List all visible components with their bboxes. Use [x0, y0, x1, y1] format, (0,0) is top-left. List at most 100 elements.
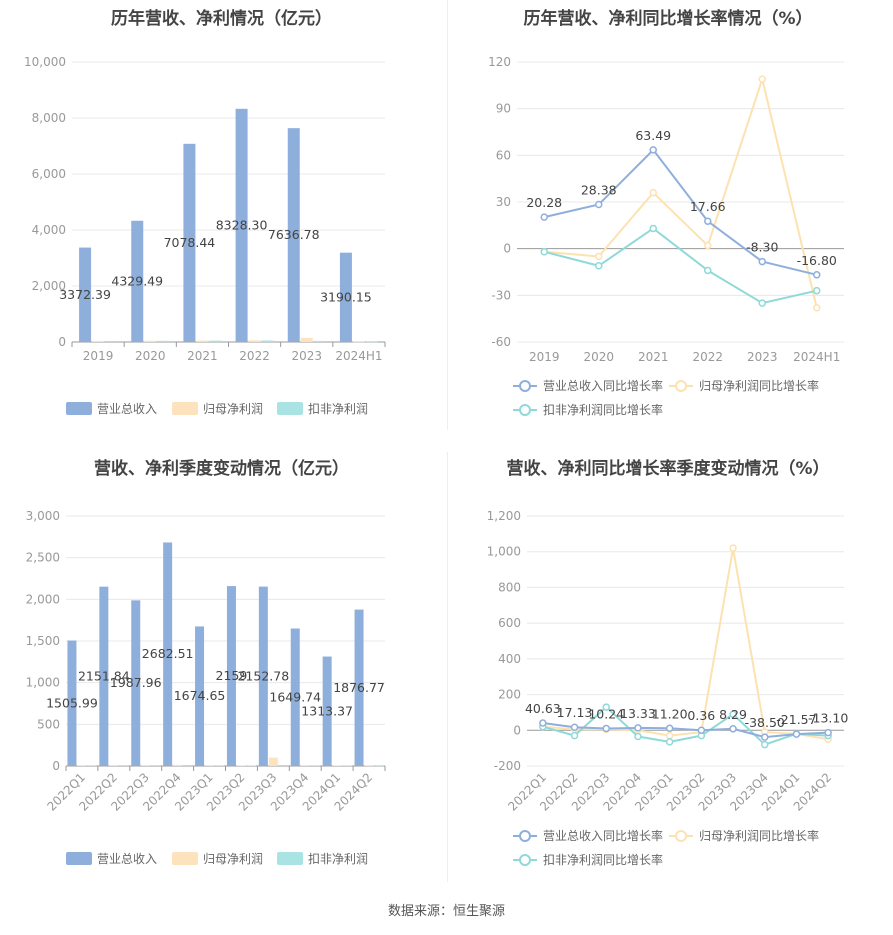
data-value-label: -13.10: [808, 711, 848, 726]
bar-revenue: [235, 108, 248, 342]
legend-deducted-profit-swatch-marker: [519, 404, 531, 416]
bar-deducted-profit: [157, 340, 170, 342]
bar-net-profit: [364, 765, 374, 767]
legend-revenue-swatch: [66, 402, 92, 415]
bar-deducted-profit: [105, 340, 118, 342]
bar-deducted-profit: [183, 765, 193, 766]
data-value-label: -21.57: [776, 712, 816, 727]
y-tick-label: 400: [498, 652, 521, 666]
bar-deducted-profit: [87, 765, 97, 766]
y-tick-label: 10,000: [24, 55, 66, 69]
x-tick-label: 2019: [529, 350, 560, 364]
legend-deducted-profit: 扣非净利润同比增长率: [543, 852, 663, 867]
bar-revenue: [195, 626, 205, 766]
data-point: [758, 257, 766, 266]
y-tick-label: -200: [494, 759, 521, 773]
quarterly-growth-rate-svg: 营收、净利同比增长率季度变动情况（%） -200 0 200 400 600 800 1,00…: [487, 458, 849, 867]
bar-revenue: [67, 640, 77, 766]
legend-deducted-profit-swatch: [277, 852, 303, 865]
data-point: [704, 217, 712, 225]
data-point: [570, 723, 579, 731]
legend-net-profit: 归母净利润同比增长率: [699, 828, 819, 843]
bar-net-profit: [109, 765, 119, 766]
bar-net-profit: [144, 340, 157, 342]
data-point: [758, 299, 766, 307]
data-value-label: 10.24: [588, 706, 624, 721]
y-tick-label: 120: [488, 55, 511, 69]
bar-net-profit: [77, 765, 87, 766]
bar-revenue: [131, 600, 141, 766]
bar-value-label: 3190.15: [320, 289, 372, 304]
bar-revenue: [290, 628, 300, 766]
bar-deducted-profit: [151, 765, 161, 766]
data-value-label: -16.80: [797, 253, 837, 268]
legend-revenue-swatch-marker: [519, 380, 531, 392]
legend-deducted-profit: 扣非净利润: [308, 852, 368, 866]
chart-title: 营收、净利季度变动情况（亿元）: [94, 458, 349, 479]
data-point: [649, 224, 657, 233]
data-point: [540, 248, 548, 256]
data-value-label: 20.28: [526, 195, 562, 210]
data-point: [704, 241, 712, 250]
legend-revenue: 营业总收入: [97, 402, 157, 416]
legend-revenue: 营业总收入同比增长率: [543, 378, 663, 393]
annual-growth-rate-chart: 历年营收、净利同比增长率情况（%） -60 -30 0 30 60 90 120 2019 202…: [447, 0, 893, 440]
data-point: [813, 304, 821, 312]
series-line-net-profit: [544, 75, 818, 309]
data-value-label: 17.66: [690, 199, 726, 214]
data-point: [813, 271, 821, 279]
bar-deducted-profit: [246, 765, 256, 766]
data-point: [704, 266, 712, 275]
data-value-label: 13.33: [620, 706, 656, 721]
data-value-label: 17.13: [557, 705, 593, 720]
legend-net-profit-swatch: [172, 852, 198, 865]
panel-separator: [447, 452, 448, 882]
x-tick-label: 2024H1: [335, 349, 382, 363]
data-point: [729, 544, 737, 552]
data-value-label: 8.29: [719, 707, 747, 722]
bar-revenue: [339, 252, 352, 342]
y-tick-label: 200: [498, 688, 521, 702]
bar-value-label: 1876.77: [333, 680, 385, 695]
y-tick-label: 3,000: [26, 509, 60, 523]
y-tick-label: 1,200: [487, 509, 521, 523]
bar-deducted-profit: [342, 765, 352, 766]
legend-revenue-swatch-marker: [519, 830, 531, 842]
y-tick-label: 30: [496, 195, 511, 209]
bar-value-label: 1674.65: [174, 688, 226, 703]
data-point: [539, 719, 547, 727]
bar-net-profit: [300, 765, 310, 766]
chart-title: 历年营收、净利同比增长率情况（%）: [523, 8, 812, 29]
y-tick-label: -30: [491, 288, 511, 302]
annual-revenue-profit-chart: 历年营收、净利情况（亿元） 0 2,000 4,000 6,000 8,000 10,000…: [0, 0, 447, 440]
y-tick-label: 8,000: [32, 111, 66, 125]
x-tick-label: 2024H1: [793, 350, 840, 364]
bar-value-label: 1649.74: [269, 689, 321, 704]
y-tick-label: 90: [496, 102, 511, 116]
bar-net-profit: [196, 340, 209, 342]
x-tick-label: 2020: [583, 350, 614, 364]
bar-value-label: 7078.44: [164, 235, 216, 250]
y-tick-label: -60: [491, 335, 511, 349]
y-tick-label: 2,000: [32, 279, 66, 293]
y-tick-label: 60: [496, 148, 511, 162]
bar-revenue: [258, 586, 268, 766]
data-value-label: 40.63: [525, 701, 561, 716]
data-point: [602, 724, 610, 733]
series-line-net-profit: [542, 547, 829, 741]
data-value-label: -8.30: [746, 240, 778, 255]
legend-net-profit: 归母净利润: [203, 852, 263, 866]
data-point: [649, 188, 657, 197]
data-point: [824, 728, 832, 737]
bar-deducted-profit: [209, 340, 222, 342]
x-tick-label: 2022: [239, 349, 270, 363]
data-point: [761, 733, 769, 741]
bar-value-label: 2152.78: [237, 668, 289, 683]
quarterly-growth-rate-chart: 营收、净利同比增长率季度变动情况（%） -200 0 200 400 600 800 1,00…: [447, 450, 893, 890]
bar-value-label: 7636.78: [268, 227, 320, 242]
bar-value-label: 1505.99: [46, 695, 98, 710]
series-line-deducted-profit: [544, 227, 817, 305]
legend-net-profit-swatch: [172, 402, 198, 415]
quarterly-revenue-profit-chart: 营收、净利季度变动情况（亿元） 0 500 1,000 1,500 2,000 2,500 3…: [0, 450, 447, 890]
bar-value-label: 2159: [216, 668, 248, 683]
